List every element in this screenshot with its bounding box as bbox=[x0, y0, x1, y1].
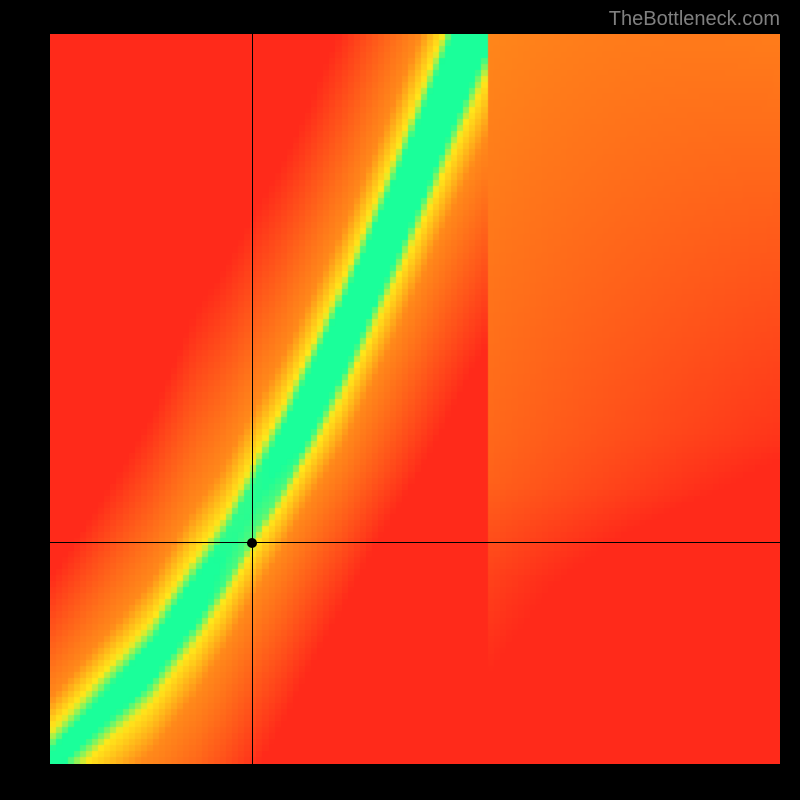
heatmap-canvas bbox=[50, 34, 780, 764]
bottleneck-heatmap-plot bbox=[50, 34, 780, 764]
crosshair-horizontal bbox=[50, 542, 780, 543]
crosshair-vertical bbox=[252, 34, 253, 764]
watermark-text: TheBottleneck.com bbox=[609, 8, 780, 31]
selection-marker[interactable] bbox=[247, 538, 257, 548]
